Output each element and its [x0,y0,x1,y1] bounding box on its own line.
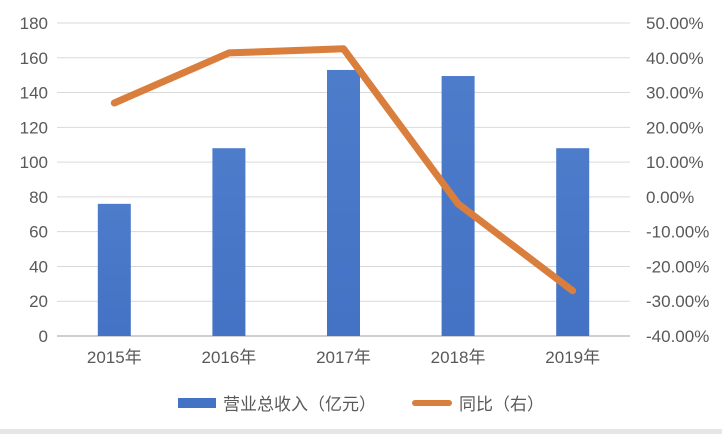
left-axis-tick: 40 [29,257,48,276]
left-axis-tick: 100 [20,153,48,172]
right-axis-tick: -10.00% [646,223,709,242]
right-axis-tick: 20.00% [646,118,704,137]
x-axis-label: 2015年 [87,348,142,367]
bar-2019年 [556,148,590,336]
x-axis-label: 2019年 [545,348,600,367]
right-axis-tick: 30.00% [646,84,704,103]
right-axis-tick: 0.00% [646,188,694,207]
legend-line-swatch-icon [412,399,452,406]
x-axis-label: 2016年 [201,348,256,367]
right-axis-tick: -20.00% [646,257,709,276]
left-axis-tick: 80 [29,188,48,207]
legend-item-yoy: 同比（右） [412,390,544,415]
bar-2016年 [212,148,246,336]
combo-chart: 180 50.00% 160 40.00% 140 30.00% 120 20.00% 100 1… [20,14,710,367]
left-axis-tick: 60 [29,223,48,242]
left-axis-tick: 20 [29,292,48,311]
left-axis-tick: 160 [20,49,48,68]
bar-2015年 [97,203,131,336]
right-axis-tick: -40.00% [646,327,709,346]
left-axis-tick: 140 [20,84,48,103]
x-axis-label: 2017年 [316,348,371,367]
legend-item-revenue: 营业总收入（亿元） [178,390,376,415]
left-axis-tick: 180 [20,14,48,33]
right-axis-tick: 10.00% [646,153,704,172]
chart-legend: 营业总收入（亿元） 同比（右） [0,390,722,415]
bottom-divider [0,429,722,434]
legend-bar-label: 营业总收入（亿元） [223,395,376,414]
right-axis-tick: -30.00% [646,292,709,311]
x-axis-label: 2018年 [431,348,486,367]
right-axis-tick: 40.00% [646,49,704,68]
yoy-line [110,45,577,295]
legend-bar-swatch-icon [178,397,216,408]
right-axis-tick: 50.00% [646,14,704,33]
left-axis-tick: 0 [39,327,48,346]
bar-2017年 [327,69,360,336]
legend-line-label: 同比（右） [459,395,544,414]
left-axis-tick: 120 [20,118,48,137]
